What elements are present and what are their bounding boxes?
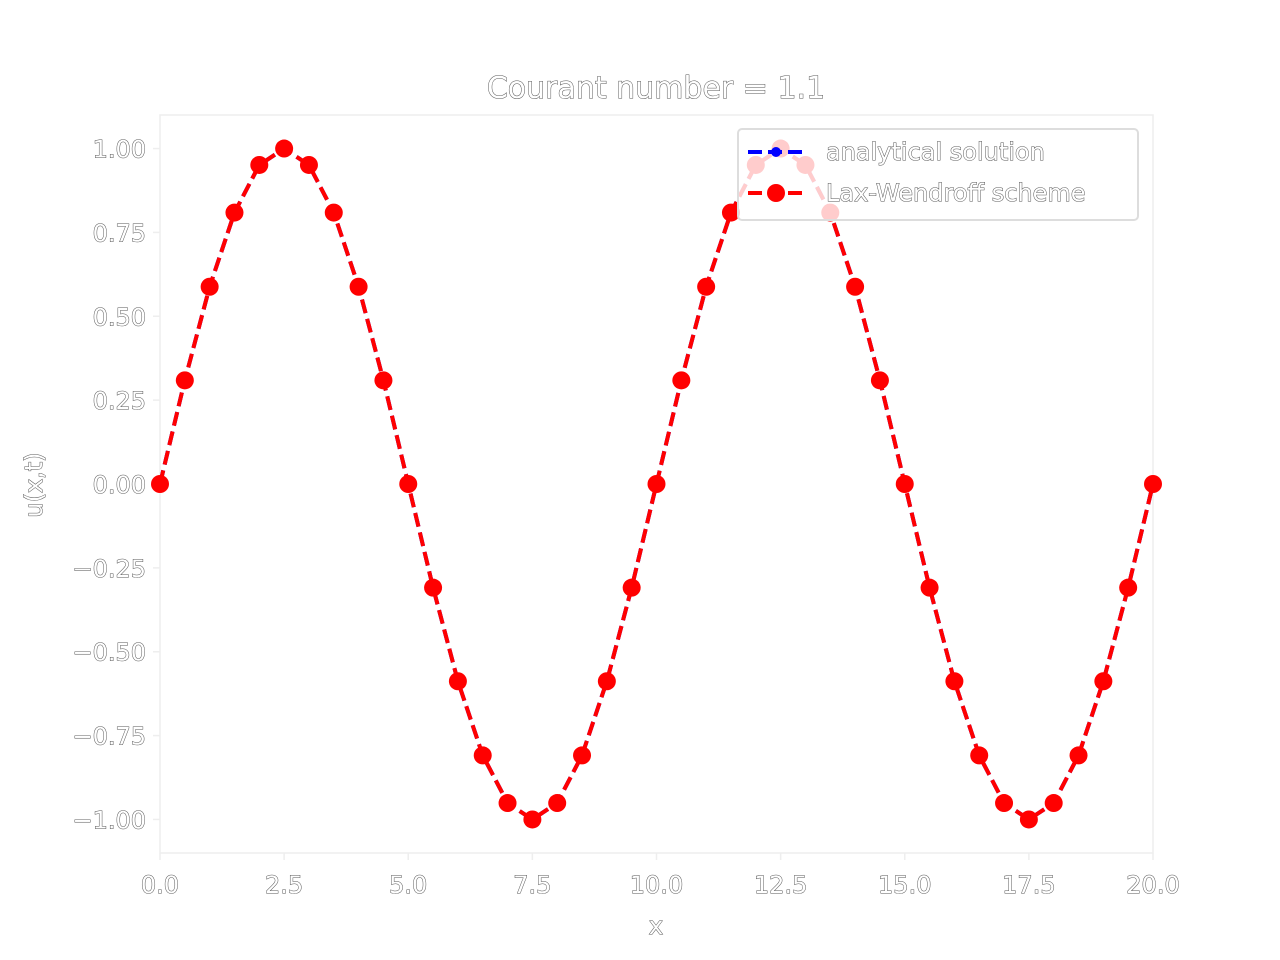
series-1-point-3 (225, 203, 244, 222)
series-1-point-36 (1044, 794, 1063, 813)
y-tick-label-1: 0.75 (93, 219, 146, 247)
chart-title: Courant number = 1.1 (487, 71, 825, 106)
x-tick-label-7: 17.5 (1002, 871, 1055, 899)
series-1-point-21 (672, 371, 691, 390)
series-1-point-16 (548, 794, 567, 813)
series-1-point-15 (523, 810, 542, 829)
series-1-point-11 (424, 578, 443, 597)
x-tick-label-8: 20.0 (1126, 871, 1179, 899)
series-1-point-32 (945, 672, 964, 691)
x-tick-label-5: 12.5 (754, 871, 807, 899)
series-1-point-8 (349, 277, 368, 296)
x-tick-label-4: 10.0 (630, 871, 683, 899)
legend-marker-analytical (771, 147, 781, 157)
series-1-point-35 (1019, 810, 1038, 829)
series-1-point-23 (721, 203, 740, 222)
legend-label-lax-wendroff: Lax-Wendroff scheme (826, 179, 1086, 207)
legend: analytical solution Lax-Wendroff scheme (737, 128, 1139, 221)
series-1-point-18 (597, 672, 616, 691)
y-tick-label-8: −1.00 (72, 806, 146, 834)
series-1-point-22 (697, 277, 716, 296)
y-tick-label-2: 0.50 (93, 303, 146, 331)
series-1-point-30 (895, 475, 914, 493)
series-1-point-1 (175, 371, 194, 390)
series-1-point-2 (200, 277, 219, 296)
series-1-point-10 (399, 475, 418, 493)
y-tick-label-0: 1.00 (93, 136, 146, 164)
x-tick-label-6: 15.0 (878, 871, 931, 899)
legend-label-analytical: analytical solution (826, 138, 1045, 166)
series-1-point-13 (473, 746, 492, 765)
x-tick-label-0: 0.0 (141, 871, 179, 899)
series-1-point-40 (1144, 475, 1162, 493)
series-1-point-17 (573, 746, 592, 765)
axis-ticks: 0.0 2.5 5.0 7.5 10.0 12.5 15.0 17.5 20.0 1.00 0.75… (72, 135, 1180, 899)
y-axis-label: u(x,t) (20, 452, 48, 517)
series-1-point-9 (374, 371, 393, 390)
series-1-point-4 (250, 155, 269, 174)
x-tick-label-3: 7.5 (513, 871, 551, 899)
series-1-point-14 (498, 794, 517, 813)
series-1-point-12 (448, 672, 467, 691)
y-tick-label-7: −0.75 (72, 723, 146, 751)
series-1-point-31 (920, 578, 939, 597)
series-1 (151, 139, 1162, 829)
x-tick-label-2: 5.0 (389, 871, 427, 899)
series-1-point-28 (846, 277, 865, 296)
series-1-point-5 (275, 139, 294, 158)
series-1-point-38 (1094, 672, 1113, 691)
y-tick-label-4: 0.00 (93, 471, 146, 499)
series-1-point-7 (324, 203, 343, 222)
legend-marker-lax-wendroff (767, 184, 785, 202)
y-tick-label-5: −0.25 (72, 555, 146, 583)
series-1-point-20 (647, 475, 666, 493)
x-axis-label: x (649, 912, 663, 940)
series-1-point-37 (1069, 746, 1088, 765)
y-tick-label-3: 0.25 (93, 387, 146, 415)
x-tick-label-1: 2.5 (265, 871, 303, 899)
series-1-point-19 (622, 578, 641, 597)
series-1-point-34 (995, 794, 1014, 813)
series-1-point-29 (870, 371, 889, 390)
series-layer (151, 139, 1162, 829)
legend-box (737, 128, 1139, 221)
series-1-point-6 (299, 155, 318, 174)
series-1-point-33 (970, 746, 989, 765)
series-1-point-39 (1119, 578, 1138, 597)
y-tick-label-6: −0.50 (72, 639, 146, 667)
series-1-point-0 (151, 475, 169, 493)
